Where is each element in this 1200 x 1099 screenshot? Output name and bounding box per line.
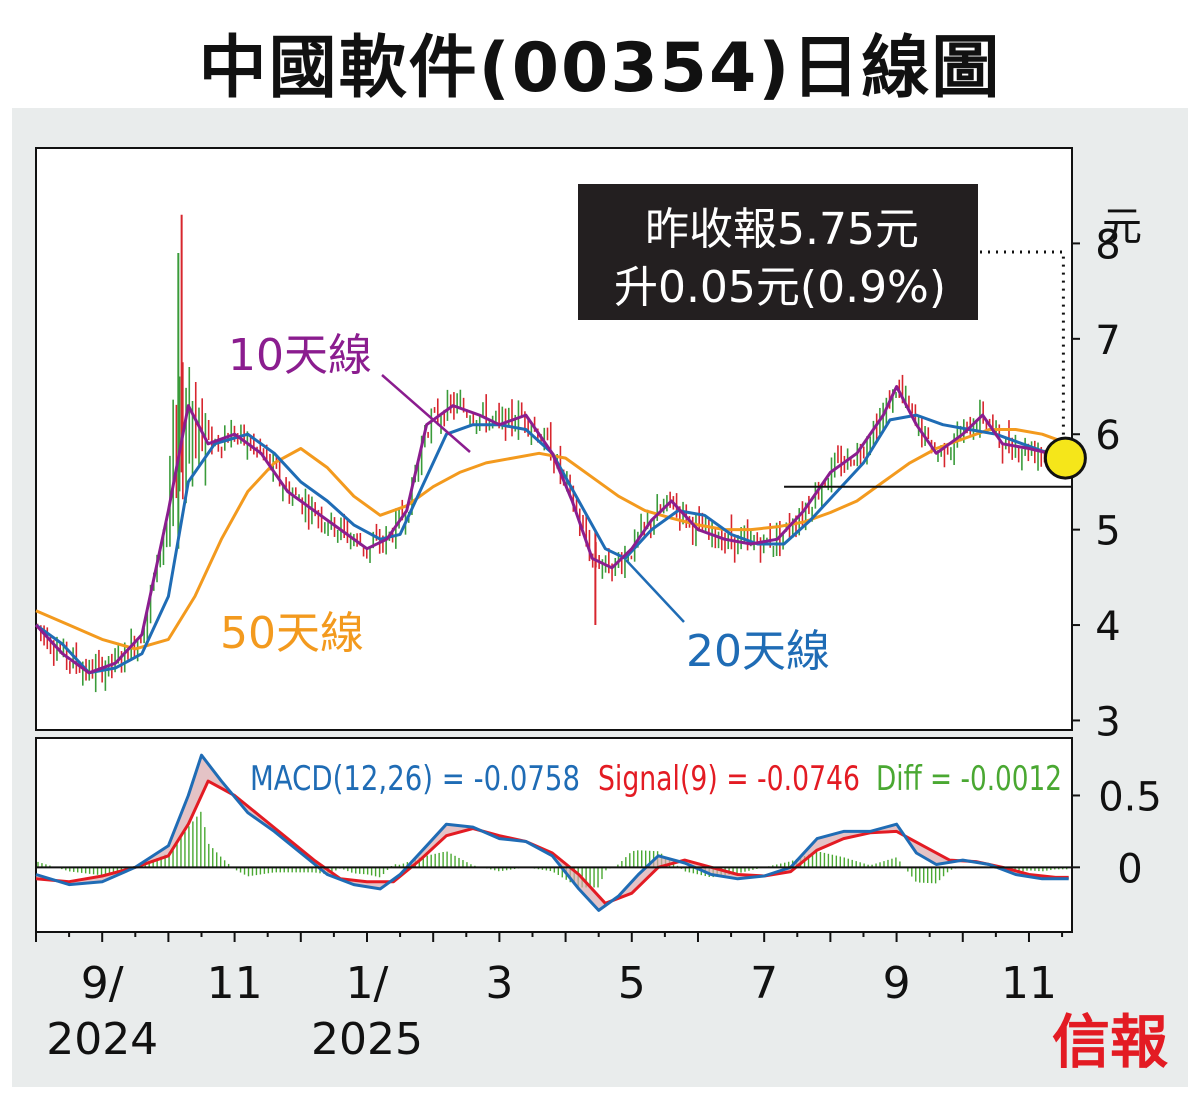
- macd-legend: MACD(12,26) = -0.0758: [250, 759, 580, 799]
- x-tick-label: 7: [750, 958, 778, 1009]
- price-tick-label: 8: [1095, 222, 1120, 268]
- price-tick-label: 4: [1095, 604, 1120, 650]
- ma10-line: [34, 385, 1070, 675]
- ma50-line: [35, 428, 1070, 651]
- chart-title: 中國軟件(00354)日線圖: [198, 29, 1002, 108]
- diff-legend: Diff = -0.0012: [876, 759, 1062, 799]
- macd-line: [35, 753, 1069, 912]
- series-lines: [34, 385, 1070, 912]
- price-tick-label: 3: [1095, 699, 1120, 745]
- x-tick-label: 5: [618, 958, 646, 1009]
- ma50-label: 50天線: [220, 608, 364, 659]
- unit-label: 元: [1102, 204, 1142, 250]
- brand-logo: 信報: [1052, 1008, 1168, 1076]
- ma20-label: 20天線: [686, 626, 830, 677]
- x-tick-label: 9/: [81, 958, 124, 1009]
- annotation-line1: 昨收報5.75元: [645, 204, 919, 255]
- axes: 3 4 5 6 7 8 0.5 0 9/2024 11 1/2025 3 5 7 9 11: [35, 222, 1162, 1065]
- x-tick-label: 11: [207, 958, 263, 1009]
- x-tick-label: 11: [1001, 958, 1057, 1009]
- x-tick-label: 3: [485, 958, 513, 1009]
- last-close-marker: [1043, 436, 1087, 480]
- signal-legend: Signal(9) = -0.0746: [598, 759, 860, 799]
- macd-tick-label: 0.5: [1098, 774, 1162, 820]
- annotation-line2: 升0.05元(0.9%): [614, 262, 946, 313]
- x-tick-label: 9: [883, 958, 911, 1009]
- macd-panel: [35, 737, 1073, 933]
- macd-tick-label: 0: [1117, 846, 1142, 892]
- ma20-pointer: [625, 559, 685, 623]
- x-tick-label: 1/: [346, 958, 389, 1009]
- x-tick-year: 2024: [46, 1014, 158, 1065]
- annotation-box: [578, 184, 978, 320]
- x-tick-year: 2025: [311, 1014, 423, 1065]
- price-tick-label: 5: [1095, 509, 1120, 555]
- price-tick-label: 6: [1095, 413, 1120, 459]
- ma10-pointer: [381, 374, 471, 453]
- price-tick-label: 7: [1095, 318, 1120, 364]
- ma10-label: 10天線: [228, 330, 372, 381]
- signal-line: [35, 779, 1069, 905]
